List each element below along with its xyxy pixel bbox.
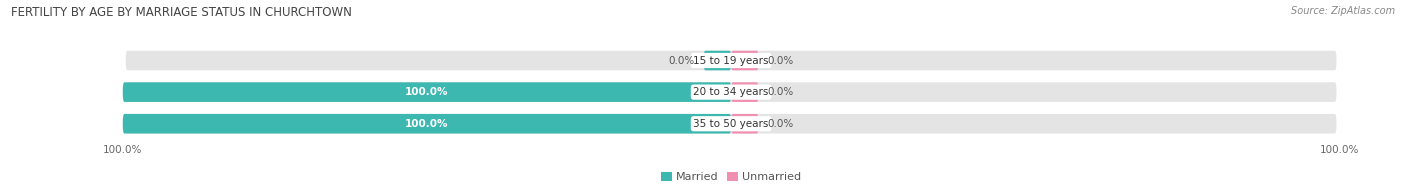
Text: 20 to 34 years: 20 to 34 years [693,87,769,97]
FancyBboxPatch shape [125,82,1337,102]
FancyBboxPatch shape [704,51,731,70]
Legend: Married, Unmarried: Married, Unmarried [657,167,806,187]
FancyBboxPatch shape [125,114,1337,133]
Text: 15 to 19 years: 15 to 19 years [693,55,769,65]
FancyBboxPatch shape [125,51,1337,70]
Text: 0.0%: 0.0% [768,119,794,129]
Text: FERTILITY BY AGE BY MARRIAGE STATUS IN CHURCHTOWN: FERTILITY BY AGE BY MARRIAGE STATUS IN C… [11,6,352,19]
FancyBboxPatch shape [122,82,731,102]
Text: 0.0%: 0.0% [768,87,794,97]
FancyBboxPatch shape [731,114,758,133]
Text: 0.0%: 0.0% [668,55,695,65]
Text: Source: ZipAtlas.com: Source: ZipAtlas.com [1291,6,1395,16]
FancyBboxPatch shape [731,82,758,102]
Text: 100.0%: 100.0% [405,87,449,97]
Text: 100.0%: 100.0% [405,119,449,129]
Text: 35 to 50 years: 35 to 50 years [693,119,769,129]
FancyBboxPatch shape [731,51,758,70]
FancyBboxPatch shape [122,114,731,133]
Text: 0.0%: 0.0% [768,55,794,65]
